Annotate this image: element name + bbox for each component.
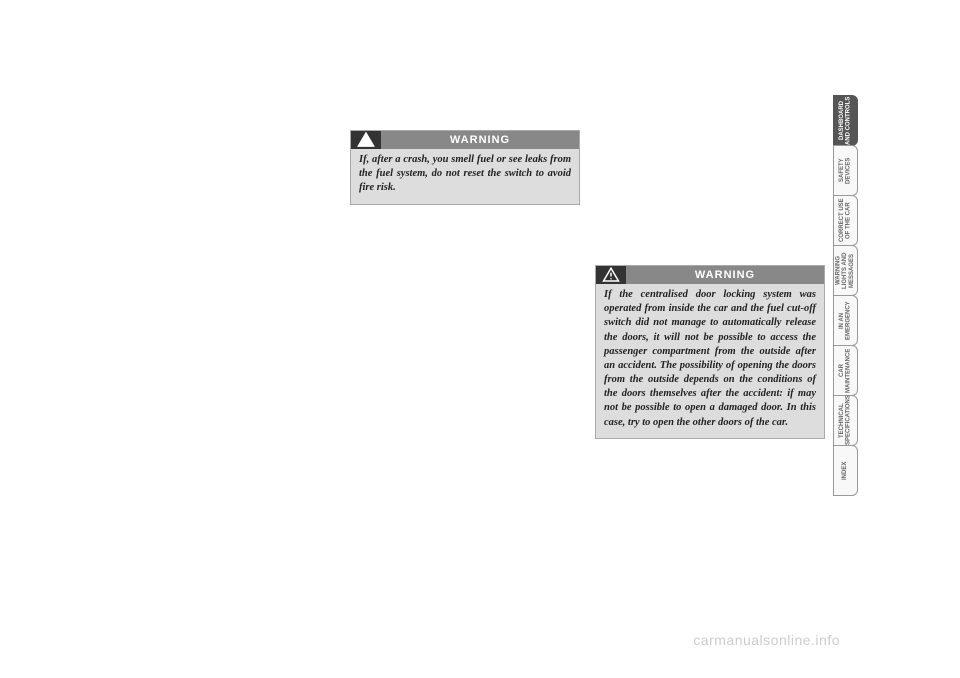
section-tabs: DASHBOARD AND CONTROLS SAFETY DEVICES CO… <box>833 95 858 495</box>
warning-title: WARNING <box>626 266 824 284</box>
warning-box-door-lock: WARNING If the centralised door locking … <box>595 265 825 439</box>
tab-index[interactable]: INDEX <box>833 445 858 496</box>
warning-triangle-icon <box>596 266 626 284</box>
tab-technical-specs[interactable]: TECHNICAL SPECIFICATIONS <box>833 395 858 446</box>
warning-header: WARNING <box>351 131 579 149</box>
warning-body-text: If, after a crash, you smell fuel or see… <box>351 149 579 204</box>
tab-maintenance[interactable]: CAR MAINTENANCE <box>833 345 858 396</box>
warning-title: WARNING <box>381 131 579 149</box>
tab-warning-lights[interactable]: WARNING LIGHTS AND MESSAGES <box>833 245 858 296</box>
tab-emergency[interactable]: IN AN EMERGENCY <box>833 295 858 346</box>
tab-dashboard-controls[interactable]: DASHBOARD AND CONTROLS <box>833 95 858 146</box>
tab-safety-devices[interactable]: SAFETY DEVICES <box>833 145 858 196</box>
warning-box-fuel-leak: WARNING If, after a crash, you smell fue… <box>350 130 580 205</box>
warning-triangle-icon <box>351 131 381 149</box>
warning-body-text: If the centralised door locking system w… <box>596 284 824 438</box>
warning-header: WARNING <box>596 266 824 284</box>
watermark-text: carmanualsonline.info <box>693 632 840 648</box>
tab-correct-use[interactable]: CORRECT USE OF THE CAR <box>833 195 858 246</box>
